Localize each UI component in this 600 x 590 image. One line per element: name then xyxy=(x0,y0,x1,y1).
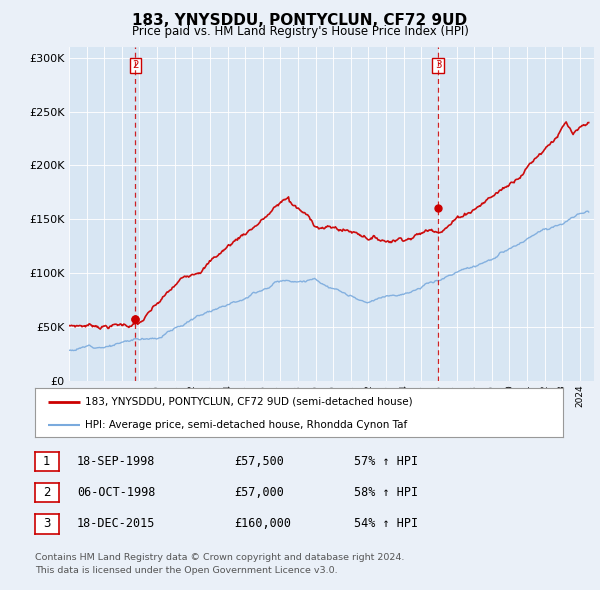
Text: 54% ↑ HPI: 54% ↑ HPI xyxy=(354,517,418,530)
Text: HPI: Average price, semi-detached house, Rhondda Cynon Taf: HPI: Average price, semi-detached house,… xyxy=(85,419,407,430)
Text: 2: 2 xyxy=(132,61,139,70)
Text: 57% ↑ HPI: 57% ↑ HPI xyxy=(354,455,418,468)
Text: 183, YNYSDDU, PONTYCLUN, CF72 9UD (semi-detached house): 183, YNYSDDU, PONTYCLUN, CF72 9UD (semi-… xyxy=(85,396,413,407)
Text: £57,000: £57,000 xyxy=(234,486,284,499)
Text: 3: 3 xyxy=(435,61,442,70)
Text: 3: 3 xyxy=(43,517,50,530)
Text: 1: 1 xyxy=(43,455,50,468)
Text: 183, YNYSDDU, PONTYCLUN, CF72 9UD: 183, YNYSDDU, PONTYCLUN, CF72 9UD xyxy=(133,13,467,28)
Text: Contains HM Land Registry data © Crown copyright and database right 2024.
This d: Contains HM Land Registry data © Crown c… xyxy=(35,553,404,575)
Text: £57,500: £57,500 xyxy=(234,455,284,468)
Text: £160,000: £160,000 xyxy=(234,517,291,530)
Text: 2: 2 xyxy=(43,486,50,499)
Text: 18-DEC-2015: 18-DEC-2015 xyxy=(77,517,155,530)
Text: 58% ↑ HPI: 58% ↑ HPI xyxy=(354,486,418,499)
Text: 06-OCT-1998: 06-OCT-1998 xyxy=(77,486,155,499)
Text: Price paid vs. HM Land Registry's House Price Index (HPI): Price paid vs. HM Land Registry's House … xyxy=(131,25,469,38)
Text: 18-SEP-1998: 18-SEP-1998 xyxy=(77,455,155,468)
